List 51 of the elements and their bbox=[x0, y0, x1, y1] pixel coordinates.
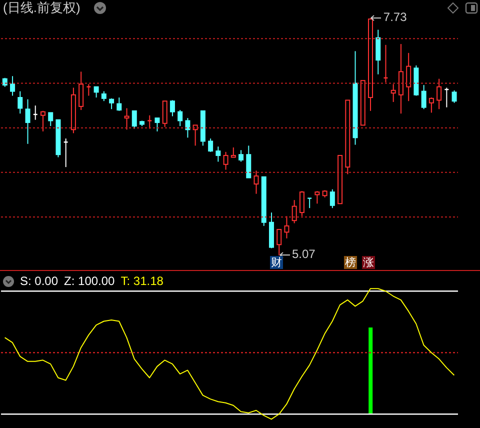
candlestick bbox=[390, 84, 396, 102]
candlestick bbox=[398, 44, 404, 114]
annotation: 5.07 bbox=[292, 247, 316, 262]
candlestick bbox=[223, 151, 228, 170]
candlestick bbox=[25, 98, 30, 144]
candlestick bbox=[428, 97, 434, 114]
text: T: 31.18 bbox=[120, 274, 164, 288]
candlestick bbox=[170, 100, 175, 117]
candlestick bbox=[94, 86, 99, 98]
candlestick bbox=[78, 71, 84, 110]
text: 财 bbox=[270, 256, 283, 269]
candlestick bbox=[421, 84, 426, 110]
chart-title: (日线.前复权) bbox=[3, 0, 80, 16]
candlestick bbox=[147, 114, 152, 130]
candlestick bbox=[306, 198, 312, 209]
text: Z: 100.00 bbox=[64, 274, 115, 288]
candlestick bbox=[314, 190, 320, 204]
candlestick bbox=[18, 90, 23, 114]
candlestick bbox=[10, 76, 16, 96]
candlestick bbox=[154, 118, 160, 132]
candlestick bbox=[406, 52, 412, 102]
candlestick bbox=[230, 146, 236, 158]
candlestick bbox=[299, 190, 304, 217]
candlestick bbox=[124, 108, 130, 130]
annotation: 7.73 bbox=[383, 10, 407, 24]
candlestick bbox=[330, 188, 335, 209]
candlestick bbox=[246, 145, 252, 178]
candlestick bbox=[178, 110, 183, 127]
candlestick bbox=[376, 29, 381, 75]
text: 涨 bbox=[362, 256, 375, 269]
candlestick bbox=[116, 97, 122, 112]
candlestick bbox=[284, 216, 290, 239]
candlestick bbox=[40, 110, 46, 132]
text: S: 0.00 bbox=[20, 274, 58, 288]
candlestick bbox=[162, 100, 168, 128]
candlestick bbox=[192, 124, 198, 146]
candlestick bbox=[254, 170, 259, 194]
candlestick bbox=[238, 150, 244, 162]
candlestick bbox=[109, 98, 114, 110]
candlestick bbox=[208, 138, 214, 152]
candlestick bbox=[216, 146, 221, 162]
candlestick bbox=[101, 90, 106, 102]
text: 榜 bbox=[344, 256, 357, 269]
candlestick bbox=[185, 118, 190, 138]
candlestick bbox=[436, 78, 442, 110]
candlestick bbox=[276, 228, 282, 256]
candlestick bbox=[86, 84, 92, 96]
candlestick bbox=[452, 90, 457, 104]
candlestick bbox=[132, 110, 137, 130]
candlestick bbox=[48, 112, 54, 127]
candlestick bbox=[292, 200, 297, 224]
